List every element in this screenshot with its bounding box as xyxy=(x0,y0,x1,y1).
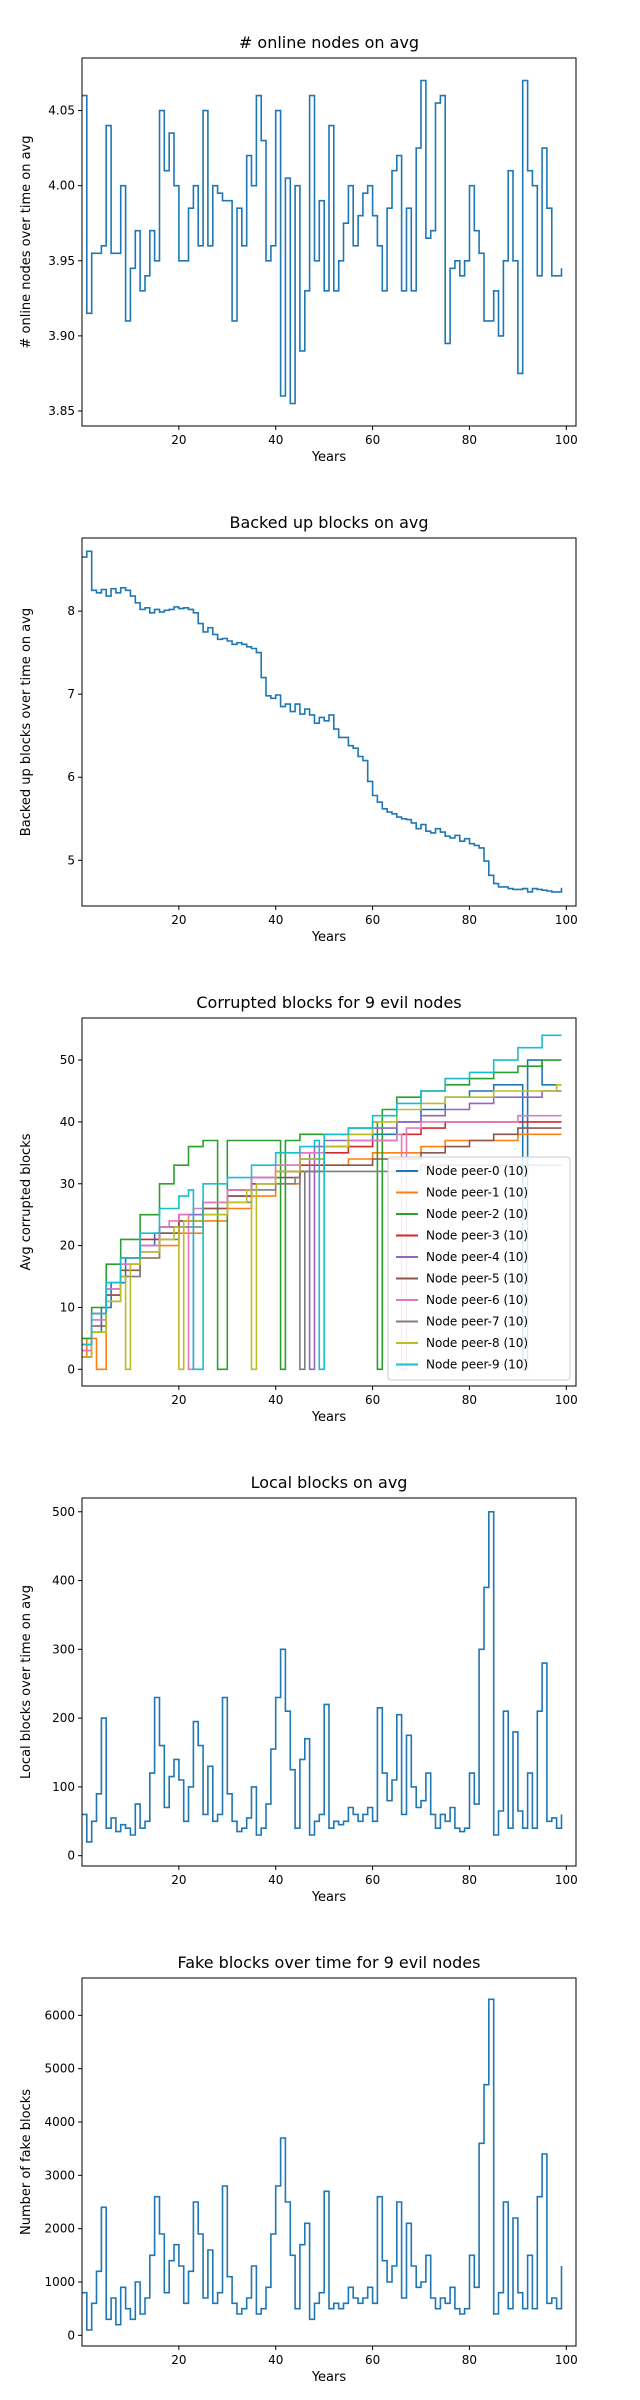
plot-frame xyxy=(81,1497,577,1867)
legend-box xyxy=(387,1156,571,1381)
x-tick-label: 60 xyxy=(365,913,380,927)
x-tick-label: 100 xyxy=(555,1873,578,1887)
y-tick-label: 2000 xyxy=(44,2222,75,2236)
legend-entry: Node peer-0 (10) xyxy=(426,1164,528,1178)
series-line-0 xyxy=(82,1998,563,2331)
y-tick-label: 3.90 xyxy=(48,329,75,343)
legend-entry: Node peer-2 (10) xyxy=(426,1207,528,1221)
y-tick-label: 0 xyxy=(67,1362,75,1376)
series-line-2 xyxy=(82,1059,562,1371)
y-tick-label: 5 xyxy=(67,853,75,867)
y-axis-label: Backed up blocks over time on avg xyxy=(19,608,34,836)
y-tick-label: 3000 xyxy=(44,2168,75,2182)
x-tick-label: 80 xyxy=(462,913,477,927)
y-tick-label: 5000 xyxy=(44,2062,75,2076)
y-tick-label: 200 xyxy=(52,1711,75,1725)
x-tick-label: 40 xyxy=(268,2353,283,2367)
legend-entry: Node peer-8 (10) xyxy=(426,1336,528,1350)
y-tick-label: 0 xyxy=(67,2328,75,2342)
x-tick-label: 80 xyxy=(462,1393,477,1407)
y-tick-label: 100 xyxy=(52,1780,75,1794)
legend-entry: Node peer-5 (10) xyxy=(426,1272,528,1286)
x-tick-label: 20 xyxy=(171,1393,186,1407)
x-tick-label: 40 xyxy=(268,913,283,927)
y-tick-label: 30 xyxy=(60,1177,75,1191)
x-tick-label: 40 xyxy=(268,433,283,447)
chart-title: Backed up blocks on avg xyxy=(229,513,428,532)
chart-title: Fake blocks over time for 9 evil nodes xyxy=(178,1953,481,1972)
x-tick-label: 80 xyxy=(462,1873,477,1887)
x-axis-label: Years xyxy=(311,930,347,945)
legend: Node peer-0 (10) Node peer-1 (10) Node pee… xyxy=(387,1156,571,1381)
x-tick-label: 20 xyxy=(171,1873,186,1887)
y-tick-label: 400 xyxy=(52,1574,75,1588)
x-tick-label: 80 xyxy=(462,433,477,447)
y-tick-label: 3.95 xyxy=(48,254,75,268)
y-tick-label: 10 xyxy=(60,1300,75,1314)
y-axis-label: Local blocks over time on avg xyxy=(19,1585,34,1779)
x-tick-label: 100 xyxy=(555,433,578,447)
y-axis-label: # online nodes over time on avg xyxy=(19,135,34,348)
chart-panel-4: Fake blocks over time for 9 evil nodes 20… xyxy=(19,1953,578,2385)
legend-entry: Node peer-1 (10) xyxy=(426,1186,528,1200)
y-tick-label: 6000 xyxy=(44,2008,75,2022)
legend-entry: Node peer-7 (10) xyxy=(426,1315,528,1329)
y-tick-label: 4.05 xyxy=(48,104,75,118)
y-tick-label: 8 xyxy=(67,604,75,618)
x-tick-label: 100 xyxy=(555,1393,578,1407)
x-axis-label: Years xyxy=(311,450,347,465)
y-tick-label: 1000 xyxy=(44,2275,75,2289)
x-tick-label: 40 xyxy=(268,1873,283,1887)
x-tick-label: 100 xyxy=(555,913,578,927)
x-tick-label: 80 xyxy=(462,2353,477,2367)
x-tick-label: 20 xyxy=(171,913,186,927)
y-tick-label: 300 xyxy=(52,1642,75,1656)
chart-title: Local blocks on avg xyxy=(251,1473,408,1492)
legend-entry: Node peer-9 (10) xyxy=(426,1358,528,1372)
y-tick-label: 3.85 xyxy=(48,404,75,418)
y-tick-label: 20 xyxy=(60,1239,75,1253)
y-tick-label: 7 xyxy=(67,687,75,701)
plot-frame xyxy=(81,537,577,907)
plot-frame xyxy=(81,57,577,427)
plot-frame xyxy=(81,1017,577,1387)
x-tick-label: 60 xyxy=(365,2353,380,2367)
chart-panel-1: Backed up blocks on avg 20 40 60 80 100 5 6 7 8 Ye… xyxy=(19,513,578,945)
plot-frame xyxy=(81,1977,577,2347)
legend-entry: Node peer-4 (10) xyxy=(426,1250,528,1264)
x-tick-label: 20 xyxy=(171,433,186,447)
y-tick-label: 40 xyxy=(60,1115,75,1129)
y-tick-label: 6 xyxy=(67,770,75,784)
legend-entry: Node peer-3 (10) xyxy=(426,1229,528,1243)
y-tick-label: 500 xyxy=(52,1505,75,1519)
y-tick-label: 4.00 xyxy=(48,179,75,193)
series-line-0 xyxy=(82,1511,563,1843)
x-axis-label: Years xyxy=(311,1890,347,1905)
x-tick-label: 40 xyxy=(268,1393,283,1407)
y-axis-label: Avg corrupted blocks xyxy=(19,1133,34,1270)
x-axis-label: Years xyxy=(311,2370,347,2385)
x-tick-label: 20 xyxy=(171,2353,186,2367)
chart-panel-3: Local blocks on avg 20 40 60 80 100 0 100 200 300… xyxy=(19,1473,578,1905)
y-axis-label: Number of fake blocks xyxy=(19,2089,34,2235)
legend-entry: Node peer-6 (10) xyxy=(426,1293,528,1307)
x-tick-label: 60 xyxy=(365,1873,380,1887)
y-tick-label: 0 xyxy=(67,1849,75,1863)
chart-panel-0: # online nodes on avg 20 40 60 80 100 3.85 3.90… xyxy=(19,33,578,465)
series-line-8 xyxy=(82,1084,562,1371)
x-tick-label: 100 xyxy=(555,2353,578,2367)
y-tick-label: 50 xyxy=(60,1053,75,1067)
x-tick-label: 60 xyxy=(365,433,380,447)
chart-title: Corrupted blocks for 9 evil nodes xyxy=(196,993,461,1012)
series-line-0 xyxy=(82,79,563,405)
chart-title: # online nodes on avg xyxy=(239,33,419,52)
series-line-0 xyxy=(82,550,563,893)
series-line-9 xyxy=(82,1034,562,1371)
x-tick-label: 60 xyxy=(365,1393,380,1407)
y-tick-label: 4000 xyxy=(44,2115,75,2129)
x-axis-label: Years xyxy=(311,1410,347,1425)
chart-panel-2: Corrupted blocks for 9 evil nodes 20 40 60 8… xyxy=(19,993,578,1425)
